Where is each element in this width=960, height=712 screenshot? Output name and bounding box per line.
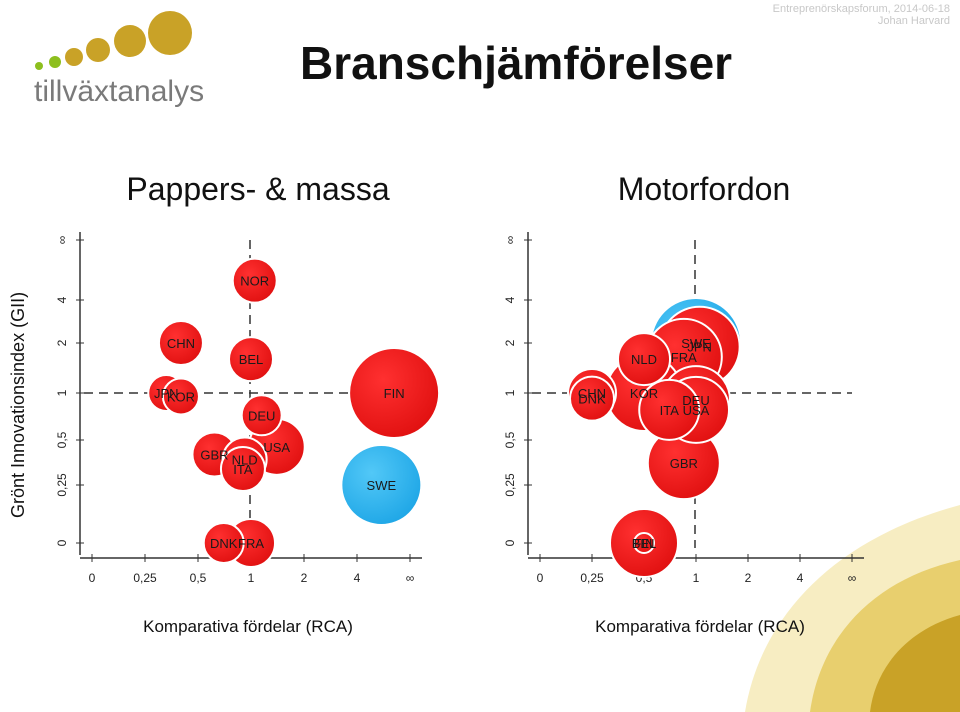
bubble-label-kor: KOR [630, 386, 658, 401]
page-title: Branschjämförelser [300, 37, 732, 89]
bubble-label-kor: KOR [167, 389, 195, 404]
y-axis-title: Grönt Innovationsindex (GII) [8, 292, 28, 518]
bubble-label-nld: NLD [631, 352, 657, 367]
chart-title: Motorfordon [618, 171, 791, 207]
bubble-label-usa: USA [683, 403, 710, 418]
bubble-label-gbr: GBR [200, 447, 228, 462]
bubble-label-deu: DEU [682, 393, 709, 408]
bubble-label-dnk: DNK [210, 536, 238, 551]
y-tick-label: 0,25 [55, 473, 69, 497]
logo: tillväxtanalys [34, 11, 204, 108]
bubble-label-jpn: JPN [154, 386, 179, 401]
x-tick-label: 0 [89, 571, 96, 585]
x-tick-label: 2 [301, 571, 308, 585]
bubble-label-chn: CHN [578, 386, 606, 401]
y-tick-label: 1 [503, 389, 517, 396]
bubble-nld [617, 332, 671, 387]
y-tick-label: 0,25 [503, 473, 517, 497]
x-tick-label: 0,25 [133, 571, 157, 585]
bubble-bel [228, 336, 274, 383]
x-tick-label: ∞ [848, 571, 857, 585]
x-tick-label: 4 [797, 571, 804, 585]
y-tick-label: 0 [503, 539, 517, 546]
bubble-label-nor: NOR [240, 274, 269, 289]
bubble-label-usa: USA [263, 440, 290, 455]
charts-layer: Pappers- & massa 0 0,25 0,5 1 2 4 ∞ 0 0,25 0,5 1 2 4 ∞… [55, 171, 864, 636]
bubble-nor [231, 257, 278, 304]
x-tick-label: 4 [354, 571, 361, 585]
logo-text: tillväxtanalys [34, 75, 204, 108]
bubble-label-fra: FRA [238, 536, 264, 551]
x-tick-label: 1 [693, 571, 700, 585]
y-tick-label: ∞ [503, 236, 517, 245]
chart-title: Pappers- & massa [126, 171, 389, 207]
event-line: Entreprenörskapsforum, 2014-06-18 [773, 3, 950, 15]
author-line: Johan Harvard [878, 15, 950, 27]
y-tick-label: ∞ [55, 236, 69, 245]
x-tick-label: 1 [248, 571, 255, 585]
bubble-label-ita: ITA [660, 403, 680, 418]
bubble-label-ita: ITA [233, 462, 253, 477]
x-tick-label: 0,25 [580, 571, 604, 585]
x-tick-label: 0 [537, 571, 544, 585]
bubble-label-nld: NLD [232, 453, 258, 468]
bubble-label-deu: DEU [248, 408, 275, 423]
x-axis-title: Komparativa fördelar (RCA) [143, 617, 353, 636]
decorative-arcs [745, 505, 960, 712]
bubble-ita [219, 445, 266, 492]
y-tick-label: 0 [55, 539, 69, 546]
y-tick-label: 2 [55, 339, 69, 346]
bubble-label-chn: CHN [167, 336, 195, 351]
y-tick-label: 4 [503, 296, 517, 303]
bubble-label-swe: SWE [367, 478, 397, 493]
y-tick-label: 0,5 [55, 431, 69, 448]
x-tick-label: ∞ [406, 571, 415, 585]
bubble-deu [240, 394, 283, 437]
bubble-ita [638, 378, 701, 441]
y-tick-label: 1 [55, 389, 69, 396]
x-axis-title: Komparativa fördelar (RCA) [595, 617, 805, 636]
bubble-fin [348, 347, 441, 439]
bubble-label-jpn: JPN [687, 340, 712, 355]
bubble-chn [157, 320, 204, 366]
bubble-label-fra: FRA [671, 350, 697, 365]
bubble-kor [161, 377, 200, 416]
x-tick-label: 2 [745, 571, 752, 585]
y-tick-label: 2 [503, 339, 517, 346]
bubble-dnk [569, 375, 615, 422]
bubble-label-gbr: GBR [670, 456, 698, 471]
y-tick-label: 4 [55, 296, 69, 303]
x-tick-label: 0,5 [190, 571, 207, 585]
bubble-label-fin: FIN [634, 536, 655, 551]
bubble-label-swe: SWE [681, 336, 711, 351]
bubble-label-fin: FIN [384, 386, 405, 401]
chart-panel-2: Motorfordon00,250,5124∞00,250,5124∞Kompa… [503, 171, 864, 636]
bubble-label-bel: BEL [239, 352, 264, 367]
bubble-fin [633, 532, 655, 554]
chart-panel-1: Pappers- & massa 0 0,25 0,5 1 2 4 ∞ 0 0,25 0,5 1 2 4 ∞… [55, 171, 441, 636]
bubble-label-bel: BEL [632, 536, 657, 551]
bubble-swe [340, 444, 423, 526]
bubble-dnk [202, 522, 245, 564]
y-tick-label: 0,5 [503, 431, 517, 448]
bubble-label-dnk: DNK [578, 392, 606, 407]
